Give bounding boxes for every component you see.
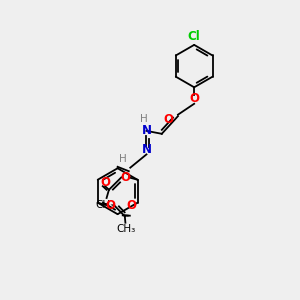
Text: O: O bbox=[189, 92, 199, 105]
Text: O: O bbox=[100, 176, 110, 189]
Text: N: N bbox=[142, 124, 152, 137]
Text: Cl: Cl bbox=[188, 29, 200, 43]
Text: H: H bbox=[140, 114, 148, 124]
Text: O: O bbox=[164, 113, 174, 126]
Text: N: N bbox=[142, 143, 152, 157]
Text: CH₃: CH₃ bbox=[117, 224, 136, 235]
Text: CH₃: CH₃ bbox=[95, 200, 114, 210]
Text: O: O bbox=[120, 171, 130, 184]
Text: H: H bbox=[119, 154, 126, 164]
Text: O: O bbox=[126, 199, 136, 212]
Text: O: O bbox=[105, 199, 115, 212]
